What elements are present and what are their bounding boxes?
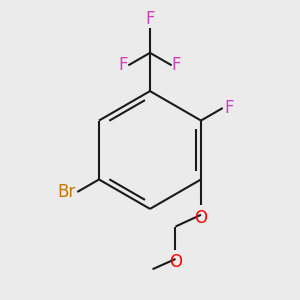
Text: F: F <box>119 56 128 74</box>
Text: O: O <box>194 209 208 227</box>
Text: O: O <box>169 253 182 271</box>
Text: Br: Br <box>58 183 76 201</box>
Text: F: F <box>224 99 234 117</box>
Text: F: F <box>172 56 181 74</box>
Text: F: F <box>145 10 155 28</box>
